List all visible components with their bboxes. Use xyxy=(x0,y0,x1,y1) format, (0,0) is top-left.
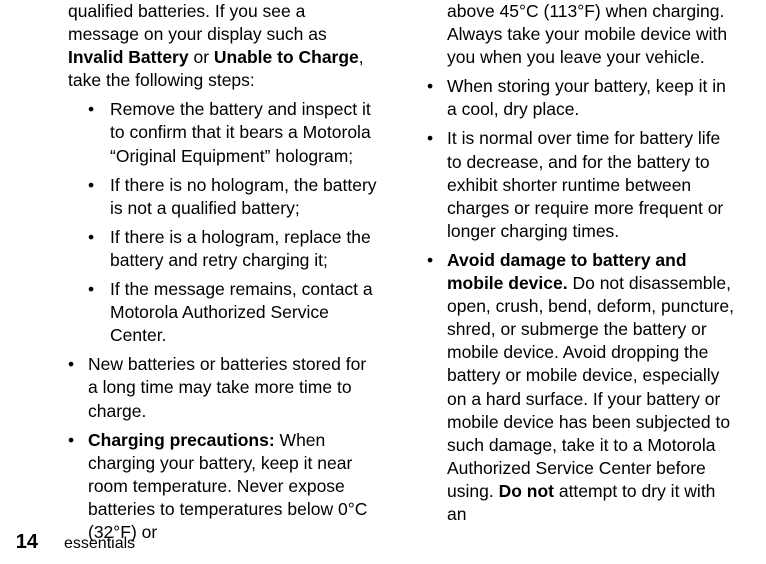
unable-to-charge-label: Unable to Charge xyxy=(214,47,359,67)
bullet-text: When storing your battery, keep it in a … xyxy=(447,75,738,121)
do-not-bold: Do not xyxy=(499,481,554,501)
page-footer: 14 essentials xyxy=(0,531,135,554)
or-text: or xyxy=(189,47,214,67)
sub-step: •If the message remains, contact a Motor… xyxy=(88,278,379,347)
sub-step-text: If the message remains, contact a Motoro… xyxy=(110,278,379,347)
bullet-dot: • xyxy=(68,429,88,544)
intro-text-1: qualified batteries. If you see a messag… xyxy=(68,1,327,44)
main-bullet: •Avoid damage to battery and mobile devi… xyxy=(427,249,738,526)
bullet-dot: • xyxy=(88,98,110,167)
bullet-text: Charging precautions: When charging your… xyxy=(88,429,379,544)
bullet-dot: • xyxy=(427,127,447,242)
bullet-dot: • xyxy=(68,353,88,422)
bullet-text: Avoid damage to battery and mobile devic… xyxy=(447,249,738,526)
bullet-text: New batteries or batteries stored for a … xyxy=(88,353,379,422)
intro-paragraph: qualified batteries. If you see a messag… xyxy=(68,0,379,92)
invalid-battery-label: Invalid Battery xyxy=(68,47,189,67)
sub-step: •If there is a hologram, replace the bat… xyxy=(88,226,379,272)
sub-step: •Remove the battery and inspect it to co… xyxy=(88,98,379,167)
sub-step-text: If there is no hologram, the battery is … xyxy=(110,174,379,220)
continuation-paragraph: above 45°C (113°F) when charging. Always… xyxy=(427,0,738,69)
main-bullet: •Charging precautions: When charging you… xyxy=(68,429,379,544)
bullet-dot: • xyxy=(427,75,447,121)
page-number: 14 xyxy=(0,531,38,554)
charging-precautions-bold: Charging precautions: xyxy=(88,430,275,450)
sub-step-text: If there is a hologram, replace the batt… xyxy=(110,226,379,272)
sub-step-text: Remove the battery and inspect it to con… xyxy=(110,98,379,167)
section-title: essentials xyxy=(64,535,135,553)
avoid-damage-rest: Do not disassemble, open, crush, bend, d… xyxy=(447,273,734,501)
main-bullet-list-left: •New batteries or batteries stored for a… xyxy=(68,353,379,544)
main-bullet: •When storing your battery, keep it in a… xyxy=(427,75,738,121)
main-bullet: •It is normal over time for battery life… xyxy=(427,127,738,242)
bullet-text: It is normal over time for battery life … xyxy=(447,127,738,242)
text-columns: qualified batteries. If you see a messag… xyxy=(0,0,738,550)
bullet-dot: • xyxy=(88,174,110,220)
bullet-dot: • xyxy=(88,278,110,347)
bullet-dot: • xyxy=(427,249,447,526)
main-bullet: •New batteries or batteries stored for a… xyxy=(68,353,379,422)
right-column: above 45°C (113°F) when charging. Always… xyxy=(427,0,738,550)
sub-step: •If there is no hologram, the battery is… xyxy=(88,174,379,220)
left-column: qualified batteries. If you see a messag… xyxy=(68,0,379,550)
bullet-dot: • xyxy=(88,226,110,272)
main-bullet-list-right: •When storing your battery, keep it in a… xyxy=(427,75,738,526)
sub-steps-list: •Remove the battery and inspect it to co… xyxy=(68,98,379,347)
